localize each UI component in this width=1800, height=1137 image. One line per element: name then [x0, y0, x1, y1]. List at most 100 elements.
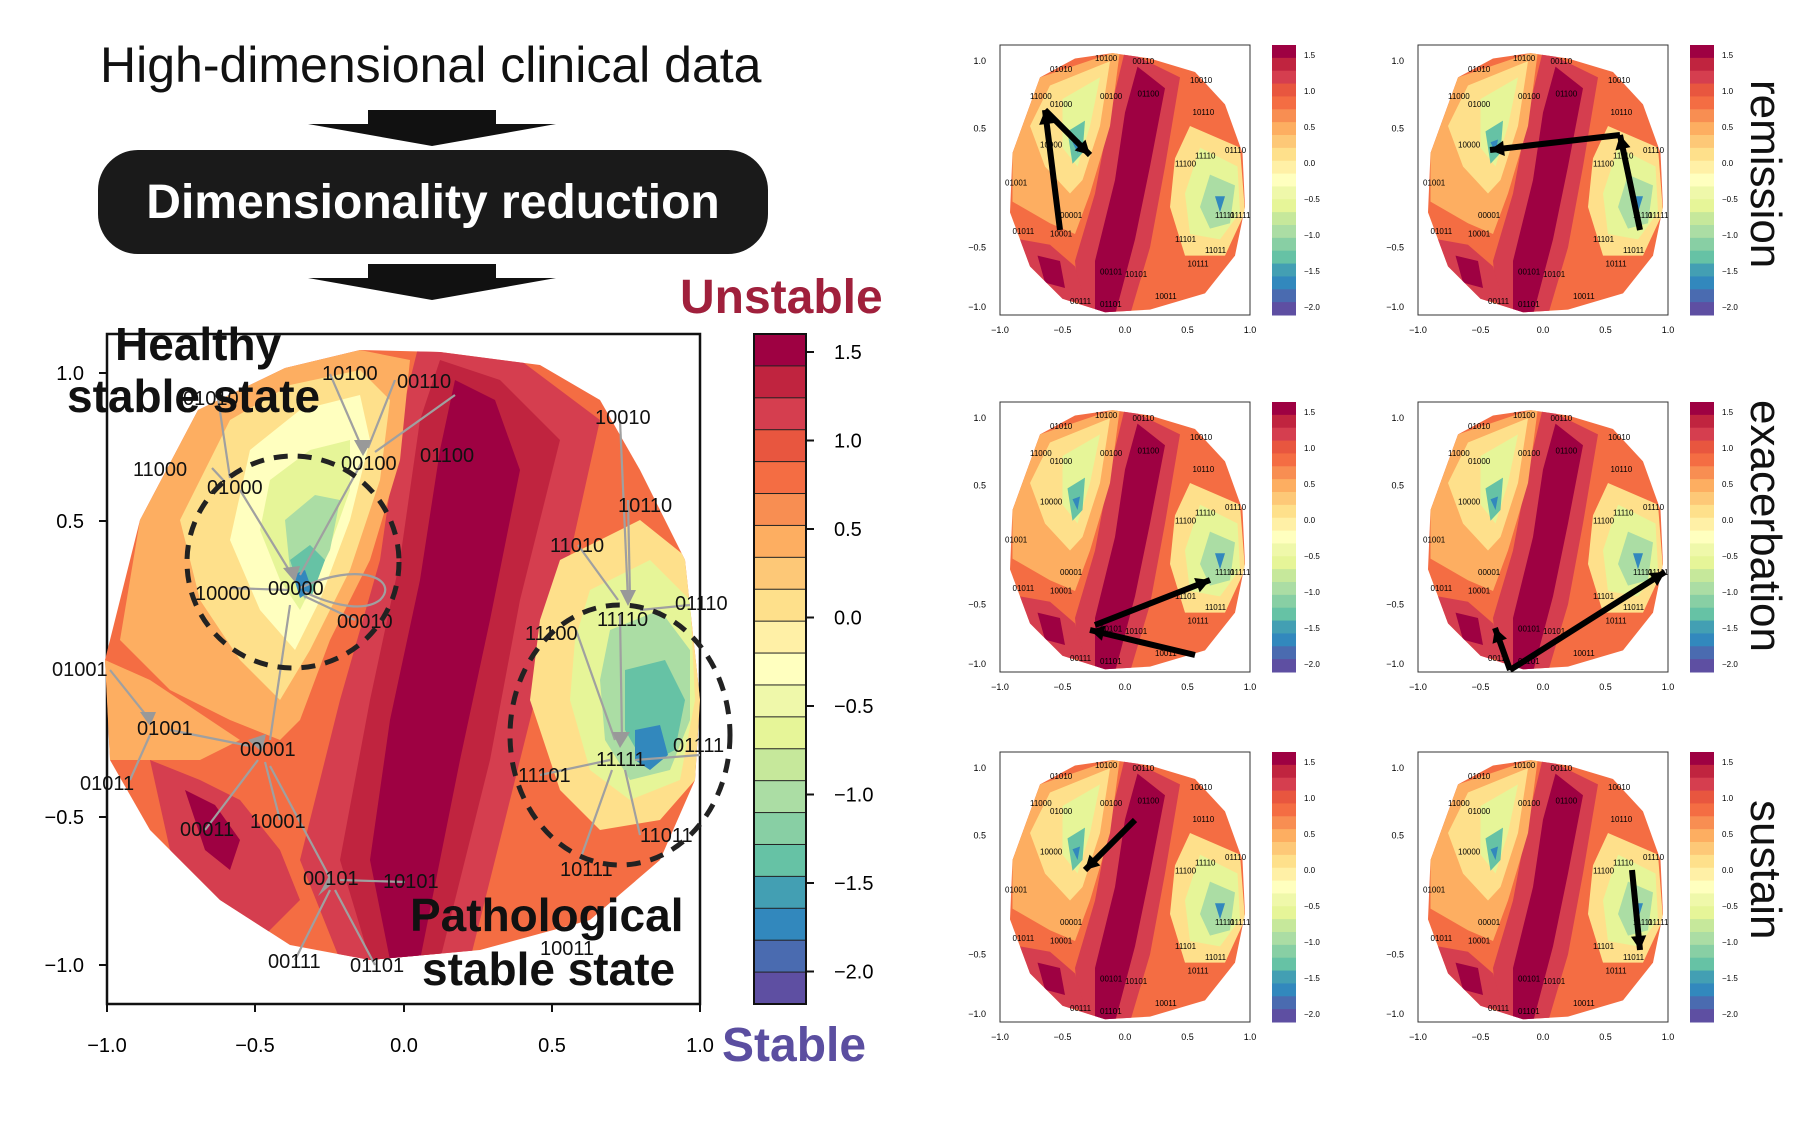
small-node-label: 10001: [1050, 230, 1073, 239]
small-colorbar-swatch: [1272, 556, 1296, 570]
small-colorbar-tick-label: 0.5: [1722, 480, 1734, 489]
small-node-label: 01110: [1643, 853, 1665, 862]
small-node-label: 10011: [1573, 649, 1595, 658]
y-tick-label: −1.0: [45, 955, 84, 977]
headline-text: High-dimensional clinical data: [100, 37, 762, 93]
small-node-label: 00101: [1518, 975, 1541, 984]
small-y-tick-label: 1.0: [973, 56, 986, 66]
small-node-label: 01001: [1005, 178, 1028, 187]
node-label: 00000: [268, 578, 324, 600]
node-label: 11110: [597, 609, 648, 631]
trajectory-arrow: [1508, 569, 1667, 673]
small-colorbar-swatch: [1272, 633, 1296, 647]
node-label: 01100: [420, 445, 474, 467]
trajectory-arrowhead: [1649, 572, 1665, 586]
small-colorbar-swatch: [1690, 289, 1714, 303]
small-colorbar-swatch: [1272, 854, 1296, 869]
small-node-label: 01000: [1468, 100, 1491, 109]
small-node-label: 11101: [1175, 592, 1197, 601]
node-label: 00101: [303, 868, 359, 890]
small-node-label: 11111: [1215, 211, 1235, 220]
healthy-label-line: stable state: [67, 370, 321, 422]
small-colorbar-swatch: [1690, 199, 1714, 213]
colorbar-tick-label: 1.0: [834, 431, 862, 453]
small-y-tick-label: 1.0: [973, 763, 986, 773]
small-node-label: 01111: [1648, 211, 1669, 220]
small-node-label: 00111: [1070, 297, 1092, 306]
small-energy-landscape: [1010, 410, 1245, 670]
small-colorbar-tick-label: 1.0: [1722, 794, 1734, 803]
small-node-label: 10101: [1543, 977, 1566, 986]
landscape-contour: [1215, 553, 1225, 570]
small-node-label: 10010: [1190, 433, 1213, 442]
small-colorbar-tick-label: 1.0: [1304, 87, 1316, 96]
small-colorbar-swatch: [1272, 582, 1296, 596]
x-tick-label: −0.5: [235, 1035, 274, 1057]
small-node-label: 11011: [1205, 246, 1227, 255]
small-colorbar-tick-label: −0.5: [1722, 552, 1738, 561]
small-node-label: 01000: [1050, 100, 1073, 109]
node-label: 11010: [550, 535, 604, 557]
small-y-tick-label: 1.0: [1391, 763, 1404, 773]
small-node-label: 01010: [1468, 772, 1491, 781]
small-node-label: 01111: [1648, 568, 1669, 577]
x-tick-label: −1.0: [87, 1035, 126, 1057]
small-y-tick-label: 1.0: [1391, 413, 1404, 423]
small-colorbar-swatch: [1690, 752, 1714, 766]
node-label: 01110: [675, 593, 728, 615]
colorbar-swatch: [753, 684, 807, 718]
small-x-tick-label: 0.5: [1181, 325, 1194, 335]
small-node-label: 00001: [1060, 918, 1083, 927]
small-colorbar-swatch: [1690, 569, 1714, 583]
small-node-label: 10001: [1468, 230, 1491, 239]
small-colorbar-swatch: [1272, 932, 1296, 946]
small-node-label: 01010: [1468, 422, 1491, 431]
colorbar-swatch: [753, 875, 807, 910]
small-y-tick-label: −1.0: [1386, 1009, 1404, 1019]
small-y-tick-label: 0.5: [1391, 124, 1404, 134]
small-y-tick-label: −0.5: [968, 243, 986, 253]
small-node-label: 10110: [1611, 108, 1633, 117]
small-x-tick-label: −0.5: [1054, 682, 1072, 692]
small-colorbar-swatch: [1272, 944, 1296, 959]
small-x-tick-label: 0.0: [1119, 325, 1132, 335]
trajectory-arrow: [1617, 134, 1643, 231]
small-node-label: 01001: [1005, 535, 1028, 544]
landscape-contour: [1513, 66, 1583, 313]
main-colorbar: 1.5 1.0 0.5 0.0 −0.5 −1.0 −1.5 −2.0: [753, 333, 873, 1005]
landscape-contour: [1072, 846, 1080, 860]
small-colorbar-swatch: [1690, 867, 1714, 882]
small-node-label: 10101: [1125, 977, 1148, 986]
colorbar-swatch: [753, 620, 807, 655]
small-node-label: 11100: [1593, 160, 1615, 169]
small-node-label: 00001: [1060, 568, 1083, 577]
small-node-label: 01011: [1013, 934, 1035, 943]
small-colorbar-tick-label: −2.0: [1304, 1010, 1320, 1019]
small-y-tick-label: −0.5: [968, 950, 986, 960]
small-colorbar-swatch: [1272, 237, 1296, 252]
small-colorbar-tick-label: −1.0: [1722, 938, 1738, 947]
small-node-label: 11000: [1030, 449, 1052, 458]
node-label: 01001: [52, 659, 108, 681]
small-node-label: 01101: [1100, 1007, 1122, 1016]
small-node-label: 11100: [1175, 867, 1197, 876]
row-label-sustain: sustain: [1741, 800, 1790, 940]
small-node-label: 00110: [1133, 57, 1155, 66]
colorbar-swatch: [753, 365, 807, 399]
small-colorbar-tick-label: 1.5: [1722, 51, 1734, 60]
small-colorbar-swatch: [1690, 517, 1714, 532]
small-colorbar-swatch: [1690, 582, 1714, 596]
small-node-label: 00111: [1070, 1004, 1092, 1013]
down-arrow-icon: [308, 264, 556, 300]
landscape-contour: [1215, 903, 1225, 920]
landscape-contour: [1037, 612, 1065, 645]
trajectory-arrowhead: [1492, 628, 1507, 644]
small-node-label: 10011: [1155, 649, 1177, 658]
small-colorbar-swatch: [1690, 620, 1714, 634]
small-colorbar-tick-label: −1.5: [1722, 267, 1738, 276]
small-colorbar-swatch: [1272, 752, 1296, 766]
small-colorbar-swatch: [1690, 777, 1714, 792]
small-colorbar-swatch: [1272, 569, 1296, 583]
